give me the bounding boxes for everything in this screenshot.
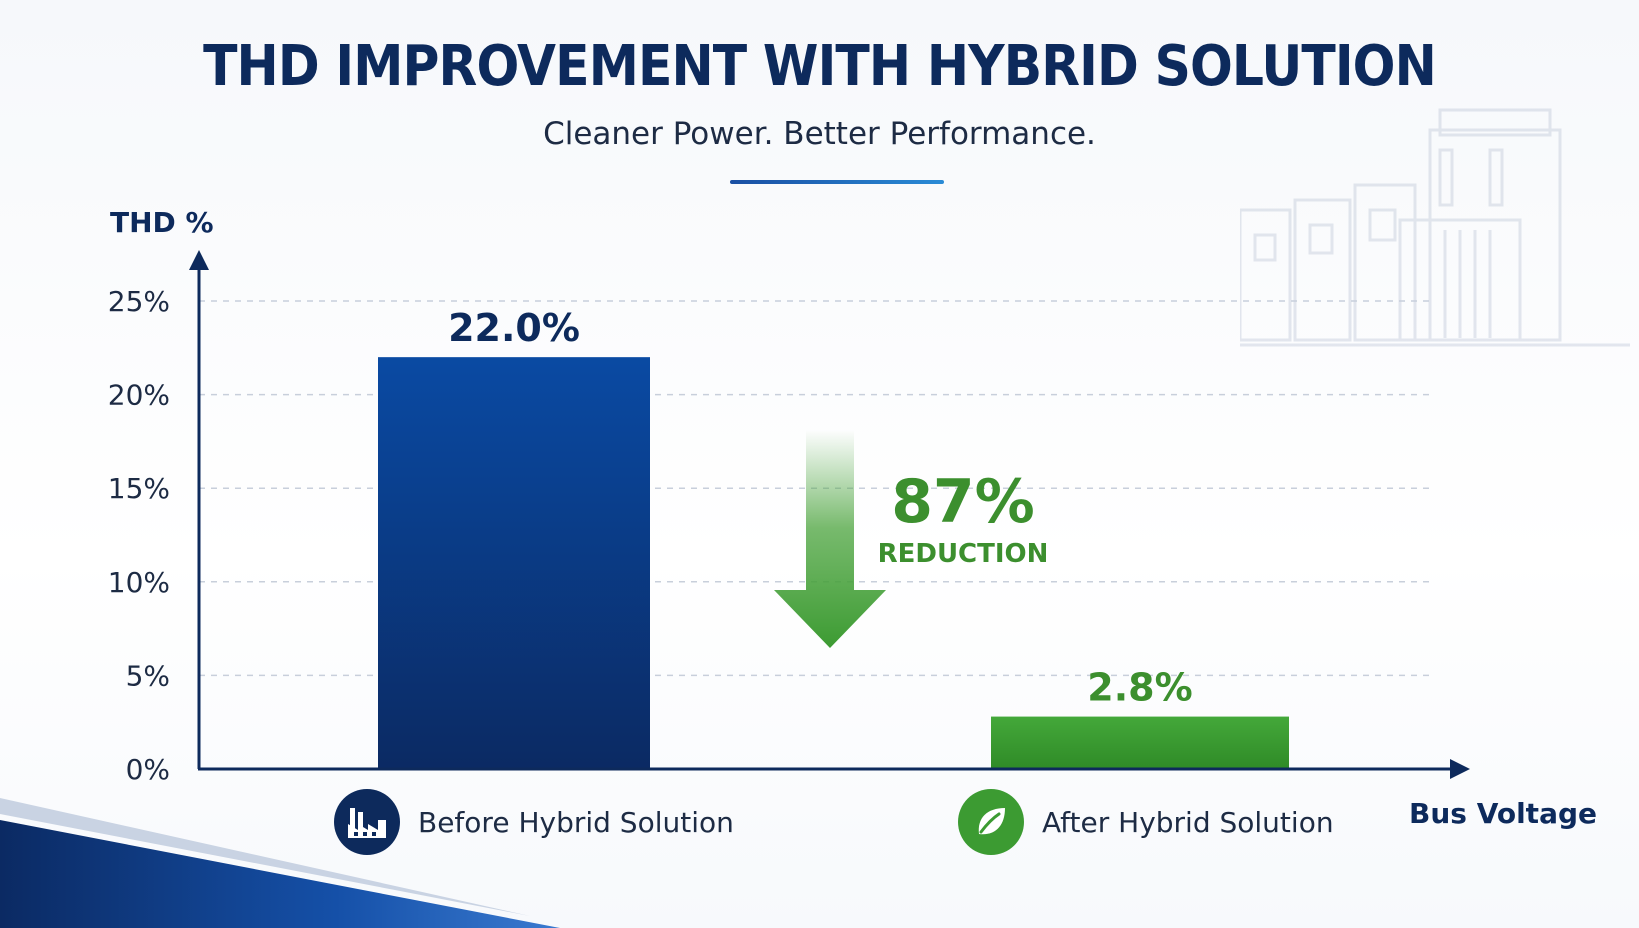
legend-after: After Hybrid Solution — [958, 789, 1334, 855]
title-underline — [730, 180, 944, 184]
y-tick-label: 10% — [108, 566, 170, 599]
y-tick-label: 20% — [108, 379, 170, 412]
legend-before: Before Hybrid Solution — [334, 789, 734, 855]
legend-after-label: After Hybrid Solution — [1042, 805, 1334, 839]
bar-before — [378, 357, 650, 769]
corner-swoosh-decoration — [0, 798, 560, 928]
leaf-icon — [958, 789, 1024, 855]
reduction-percent: 87% — [891, 467, 1035, 537]
x-axis-label: Bus Voltage — [1409, 797, 1597, 830]
bar-before-value-label: 22.0% — [448, 306, 580, 350]
chart-title: THD IMPROVEMENT WITH HYBRID SOLUTION — [203, 34, 1437, 99]
chart-subtitle: Cleaner Power. Better Performance. — [543, 116, 1096, 152]
y-tick-label: 15% — [108, 472, 170, 505]
bar-after — [991, 716, 1289, 769]
down-arrow-icon — [774, 430, 886, 648]
bar-after-value-label: 2.8% — [1087, 666, 1192, 710]
y-tick-label: 0% — [126, 753, 170, 786]
y-axis-arrow — [189, 250, 209, 270]
background-equipment-illustration — [1240, 108, 1630, 347]
y-tick-label: 25% — [108, 285, 170, 318]
y-tick-label: 5% — [126, 659, 170, 692]
x-axis-arrow — [1450, 759, 1470, 779]
legend-before-label: Before Hybrid Solution — [418, 805, 734, 839]
y-axis-label: THD % — [110, 206, 214, 239]
reduction-label: REDUCTION — [878, 539, 1049, 569]
factory-icon — [334, 789, 400, 855]
reduction-annotation: 87% REDUCTION — [774, 430, 1048, 648]
